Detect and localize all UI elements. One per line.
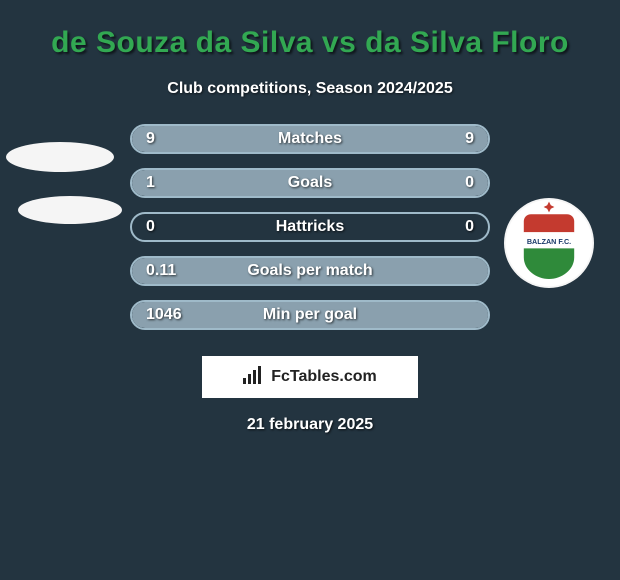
subtitle: Club competitions, Season 2024/2025 [0,80,620,98]
svg-text:BALZAN F.C.: BALZAN F.C. [527,237,571,246]
stat-label: Matches [132,130,488,148]
stat-row: 1046Min per goal [130,300,490,330]
stat-row: 0.11Goals per match [130,256,490,286]
stat-value-right: 0 [465,174,474,192]
brand-text: FcTables.com [271,368,377,386]
stat-label: Goals per match [132,262,488,280]
player-left-placeholder-2 [18,196,122,224]
stat-value-right: 9 [465,130,474,148]
stat-row: 1Goals0 [130,168,490,198]
player-left-placeholder [6,142,114,172]
stat-label: Hattricks [132,218,488,236]
stat-row: 9Matches9 [130,124,490,154]
comparison-card: de Souza da Silva vs da Silva Floro Club… [0,20,620,580]
stat-label: Goals [132,174,488,192]
page-title: de Souza da Silva vs da Silva Floro [0,20,620,60]
date-label: 21 february 2025 [0,416,620,434]
stat-label: Min per goal [132,306,488,324]
brand-badge: FcTables.com [202,356,418,398]
stat-value-right: 0 [465,218,474,236]
player-right-crest: BALZAN F.C. [504,198,594,288]
club-crest-icon: BALZAN F.C. [504,198,594,288]
stat-row: 0Hattricks0 [130,212,490,242]
brand-chart-icon [243,366,265,389]
